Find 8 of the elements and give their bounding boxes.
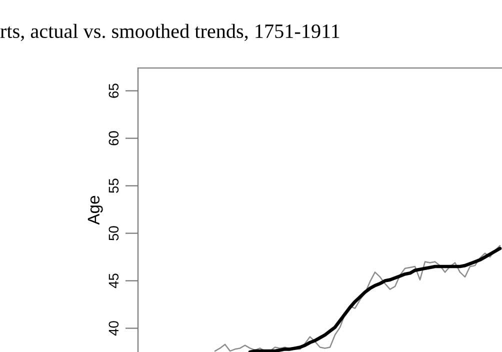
chart-title: rts, actual vs. smoothed trends, 1751-1911 (0, 24, 340, 41)
y-tick-label: 40 (108, 321, 119, 336)
y-tick-label: 50 (108, 226, 119, 240)
y-tick-label: 65 (108, 84, 119, 98)
y-tick-label: 55 (108, 178, 119, 193)
y-tick-label: 45 (108, 274, 119, 288)
y-tick-label: 60 (108, 131, 119, 146)
y-axis-title: Age (88, 196, 103, 225)
